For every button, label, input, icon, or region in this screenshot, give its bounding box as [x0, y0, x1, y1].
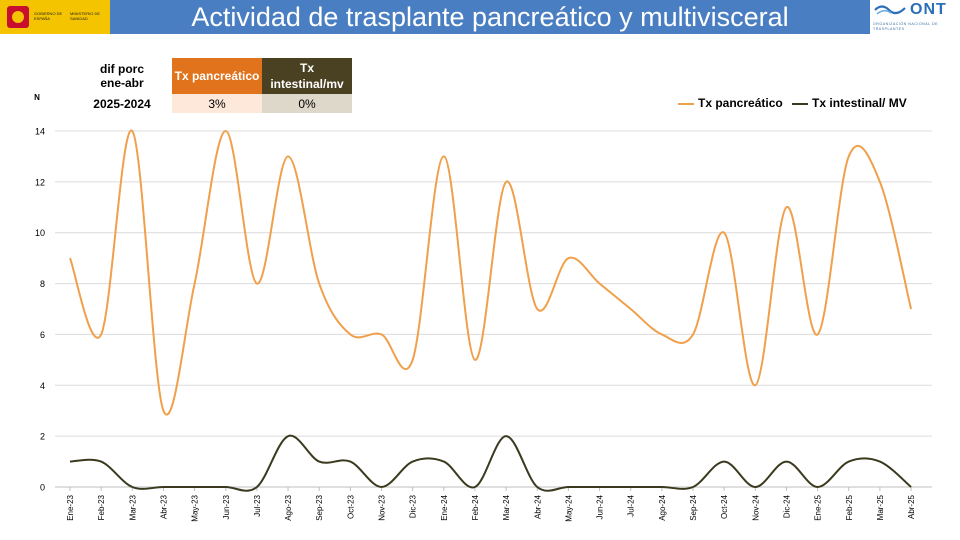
y-tick-label: 0 [40, 483, 45, 493]
legend-item-pancreatico: Tx pancreático [678, 96, 783, 110]
y-tick-label: 6 [40, 330, 45, 340]
x-tick-label: Jun-24 [596, 494, 605, 519]
legend-swatch-intestinal [792, 102, 809, 105]
government-logo: GOBIERNO DE ESPAÑA MINISTERIO DE SANIDAD [0, 0, 110, 34]
x-tick-label: Sep-24 [689, 494, 698, 520]
y-tick-label: 14 [35, 127, 45, 137]
x-tick-label: Oct-24 [720, 494, 729, 519]
x-tick-label: May-24 [564, 494, 573, 521]
legend-item-intestinal: Tx intestinal/ MV [792, 96, 907, 110]
x-tick-label: Mar-23 [128, 494, 137, 520]
summary-header-intestinal: Tx intestinal/mv [262, 58, 352, 94]
summary-value-intestinal: 0% [262, 94, 352, 113]
ont-mark-icon [874, 5, 906, 15]
x-tick-label: May-23 [191, 494, 200, 521]
y-tick-label: 4 [40, 381, 45, 391]
x-tick-label: Feb-25 [845, 494, 854, 520]
summary-period: 2025-2024 [93, 96, 151, 111]
summary-label-line1: dif porc [100, 62, 144, 76]
legend-label-intestinal: Tx intestinal/ MV [812, 96, 907, 110]
summary-table: dif porc ene-abr Tx pancreático Tx intes… [72, 58, 352, 113]
x-tick-label: Abr-25 [907, 494, 916, 519]
x-tick-label: Feb-24 [471, 494, 480, 520]
legend-swatch-pancreatico [678, 102, 694, 105]
y-tick-label: 10 [35, 228, 45, 238]
summary-label-cell: dif porc ene-abr [72, 58, 172, 94]
header-bar [0, 0, 960, 34]
summary-label-line2: ene-abr [100, 76, 144, 90]
gov-logo-line1: GOBIERNO DE ESPAÑA [34, 11, 63, 21]
x-tick-label: Mar-24 [502, 494, 511, 520]
x-tick-label: Abr-23 [159, 494, 168, 519]
chart-legend: Tx pancreático Tx intestinal/ MV [678, 96, 913, 110]
x-tick-label: Nov-24 [751, 494, 760, 520]
ont-logo: ONT ORGANIZACIÓN NACIONAL DE TRASPLANTES [870, 0, 960, 34]
gov-logo-line2: MINISTERIO DE SANIDAD [70, 11, 101, 21]
x-tick-label: Ago-23 [284, 494, 293, 520]
x-tick-label: Ene-24 [440, 494, 449, 520]
summary-value-pancreatico: 3% [172, 94, 262, 113]
ont-logo-subtitle: ORGANIZACIÓN NACIONAL DE TRASPLANTES [873, 22, 938, 31]
x-tick-label: Mar-25 [876, 494, 885, 520]
x-tick-label: Ago-24 [658, 494, 667, 520]
series-line-pancreatico [69, 129, 913, 416]
y-tick-label: 8 [40, 279, 45, 289]
x-tick-label: Jun-23 [222, 494, 231, 519]
summary-header-pancreatico: Tx pancreático [172, 58, 262, 94]
x-tick-label: Sep-23 [315, 494, 324, 520]
x-tick-label: Jul-24 [627, 494, 636, 516]
series-line-intestinal [69, 434, 912, 492]
x-tick-label: Dic-23 [409, 494, 418, 518]
legend-label-pancreatico: Tx pancreático [698, 96, 783, 110]
y-tick-label: 12 [35, 177, 45, 187]
ont-logo-text: ONT [910, 1, 947, 18]
x-tick-label: Oct-23 [346, 494, 355, 519]
page-title: Actividad de trasplante pancreático y mu… [191, 2, 789, 32]
x-tick-label: Abr-24 [533, 494, 542, 519]
x-tick-label: Feb-23 [97, 494, 106, 520]
x-tick-label: Dic-24 [782, 494, 791, 518]
coat-of-arms-icon [7, 6, 29, 28]
y-axis-label: N [34, 93, 40, 102]
x-tick-label: Ene-23 [66, 494, 75, 520]
x-tick-label: Jul-23 [253, 494, 262, 516]
x-tick-label: Nov-23 [378, 494, 387, 520]
x-tick-label: Ene-25 [814, 494, 823, 520]
y-tick-label: 2 [40, 432, 45, 442]
